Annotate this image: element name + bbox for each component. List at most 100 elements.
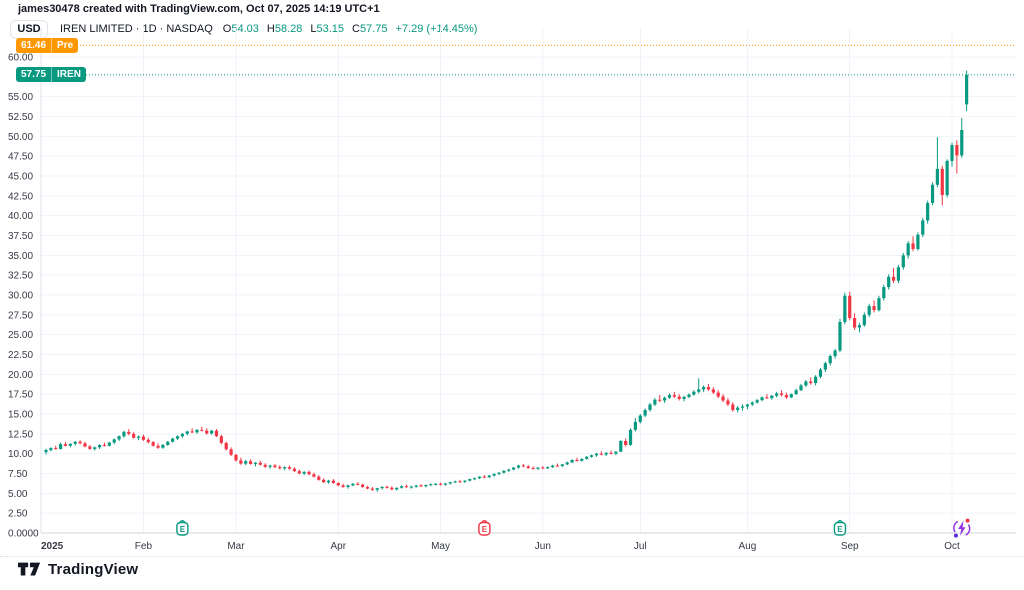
candle-body [473,478,477,480]
candle-body [594,453,599,456]
candle-body [180,433,184,437]
candle-body [166,441,170,445]
price-tick-label: 10.00 [8,449,33,460]
candle-body [273,465,277,468]
candle-body [438,483,443,485]
chart-toolbar: USD IREN LIMITED · 1D · NASDAQ O54.03 H5… [10,19,477,39]
price-axis-labels: 60.00 55.00 52.50 50.00 47.50 45.00 42.50 40.00… [8,53,39,540]
candle-body [809,381,813,384]
bottom-separator [0,556,1024,557]
price-tick-label: 52.50 [8,112,33,123]
candle-body [492,473,496,476]
candle-body [877,298,881,311]
candle-body [896,267,901,281]
candle-body [399,486,404,488]
candle-body [278,467,282,469]
price-tick-label: 42.50 [8,191,33,202]
candle-body [901,255,905,268]
candle-body [697,389,701,392]
candle-body [867,306,871,315]
candle-body [97,444,102,448]
earnings-badge-icon[interactable]: E [833,520,847,536]
price-tick-label: 0.0000 [8,529,39,540]
candle-body [88,446,92,449]
time-tick-label: Aug [739,541,757,552]
candle-body [633,421,637,430]
candle-body [302,471,306,474]
candle-body [107,442,111,446]
candle-body [575,460,579,462]
candle-body [658,399,662,401]
tradingview-logo-icon [18,562,41,576]
candle-body [365,486,370,489]
candle-body [765,397,769,399]
snapshot-attribution: james30478 created with TradingView.com,… [18,3,380,15]
price-tick-label: 45.00 [8,172,33,183]
candle-body [770,395,774,399]
symbol-tag: IREN [57,69,81,80]
candle-body [502,470,506,473]
candle-body [73,441,77,444]
candle-body [814,376,818,384]
candle-body [477,476,482,479]
symbol-title[interactable]: IREN LIMITED · 1D · NASDAQ [60,23,213,35]
price-tick-label: 60.00 [8,53,33,64]
candle-body [585,456,589,459]
premarket-price-label[interactable]: 61.46 Pre [16,38,79,53]
price-tick-label: 50.00 [8,132,33,143]
candle-body [156,445,160,448]
pill-divider [51,38,53,53]
candle-body [711,389,715,393]
price-tick-label: 22.50 [8,350,33,361]
change-value: +7.29 (+14.45%) [395,23,478,35]
candle-body [141,436,146,440]
candle-body [463,480,467,482]
candle-body [171,438,175,442]
candle-body [346,485,350,487]
axis-borders [40,28,1016,534]
candle-body [960,129,964,156]
candle-body [283,467,287,469]
candle-body [512,467,516,470]
last-price-label[interactable]: 57.75 IREN [16,67,86,82]
candle-body [224,442,228,450]
time-tick-label: Jun [535,541,551,552]
earnings-badge-icon[interactable]: E [478,520,491,536]
price-tick-label: 40.00 [8,211,33,222]
candle-body [424,485,428,487]
earnings-badge-icon[interactable]: E [176,520,189,536]
candle-body [521,465,525,467]
candle-body [351,483,355,486]
candle-body [926,202,930,221]
candle-body [317,476,321,480]
candle-body [127,431,131,434]
candle-body [292,468,297,472]
candle-body [887,276,891,288]
candle-body [891,276,896,281]
candle-body [628,429,633,445]
candle-body [419,485,423,487]
candle-body [44,450,48,453]
candle-body [857,325,862,328]
candle-body [49,448,53,451]
price-tick-label: 7.50 [8,469,28,480]
candle-body [882,287,886,299]
gridlines [41,28,1016,533]
candle-body [268,465,272,467]
time-tick-label: Sep [841,541,859,552]
price-tick-label: 35.00 [8,251,33,262]
svg-text:E: E [180,525,186,534]
candle-body [341,485,345,487]
high-value: H58.28 [266,23,303,35]
news-flash-icon[interactable] [953,518,971,538]
tradingview-brand[interactable]: TradingView [18,561,138,578]
candle-body [248,461,253,464]
candle-body [672,394,676,397]
candle-body [497,472,501,474]
candle-body [185,431,189,434]
candle-body [370,488,374,490]
candle-body [312,474,316,477]
